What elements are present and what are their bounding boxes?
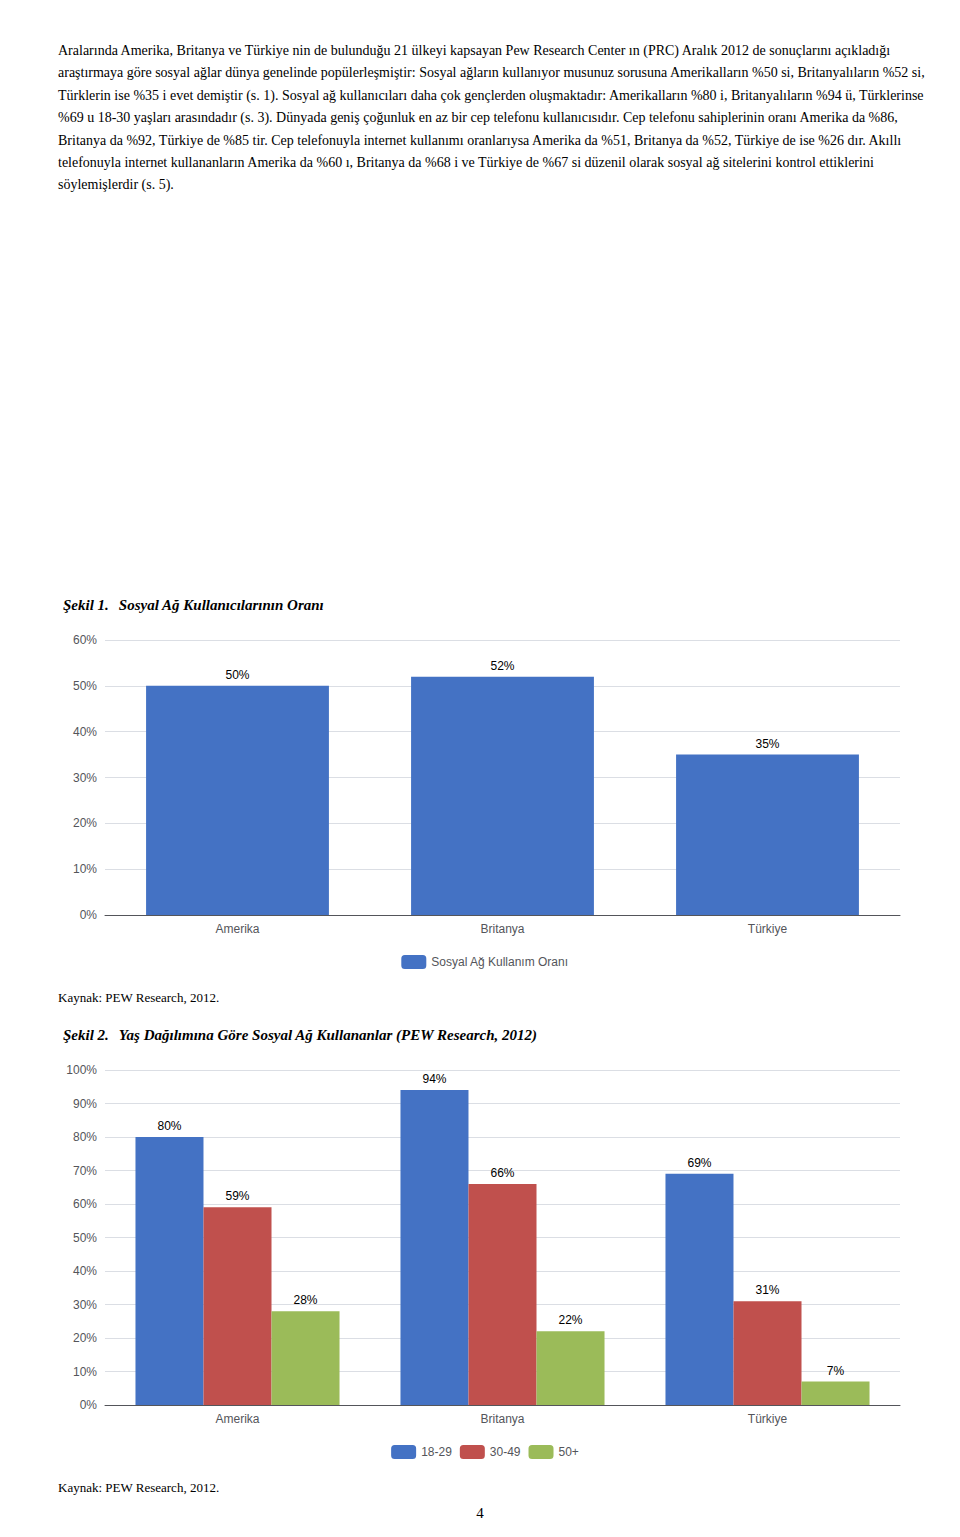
svg-text:60%: 60% [73, 633, 97, 647]
svg-text:Kaynak: PEW Research, 2012.: Kaynak: PEW Research, 2012. [58, 990, 219, 1005]
html-text:4: 4 [476, 1505, 484, 1521]
svg-text:Britanya: Britanya [480, 1412, 524, 1426]
svg-text:28%: 28% [294, 1293, 318, 1307]
svg-text:7%: 7% [827, 1364, 845, 1378]
svg-text:Şekil 1.: Şekil 1. [63, 597, 109, 613]
svg-text:22%: 22% [559, 1313, 583, 1327]
svg-text:66%: 66% [490, 1166, 514, 1180]
svg-text:10%: 10% [73, 1365, 97, 1379]
svg-text:Amerika: Amerika [215, 922, 259, 936]
svg-text:30%: 30% [73, 771, 97, 785]
svg-text:94%: 94% [422, 1072, 446, 1086]
svg-text:10%: 10% [73, 862, 97, 876]
svg-text:Kaynak: PEW Research, 2012.: Kaynak: PEW Research, 2012. [58, 1480, 219, 1495]
html-text:Aralarında Amerika, Britanya v: Aralarında Amerika, Britanya ve Türkiye … [58, 43, 925, 193]
svg-text:30-49: 30-49 [490, 1445, 521, 1459]
svg-text:Sosyal Ağ Kullanım Oranı: Sosyal Ağ Kullanım Oranı [431, 955, 568, 969]
svg-text:60%: 60% [73, 1197, 97, 1211]
svg-text:100%: 100% [66, 1063, 97, 1077]
svg-text:Sosyal Ağ Kullanıcılarının Ora: Sosyal Ağ Kullanıcılarının Oranı [119, 597, 324, 613]
svg-text:50%: 50% [73, 679, 97, 693]
svg-text:20%: 20% [73, 1331, 97, 1345]
svg-text:69%: 69% [687, 1156, 711, 1170]
svg-text:50+: 50+ [559, 1445, 579, 1459]
svg-text:Türkiye: Türkiye [748, 1412, 788, 1426]
svg-text:Britanya: Britanya [480, 922, 524, 936]
svg-text:31%: 31% [755, 1283, 779, 1297]
svg-text:Amerika: Amerika [215, 1412, 259, 1426]
svg-text:59%: 59% [225, 1189, 249, 1203]
svg-text:20%: 20% [73, 816, 97, 830]
svg-text:80%: 80% [73, 1130, 97, 1144]
svg-text:50%: 50% [225, 668, 249, 682]
svg-text:18-29: 18-29 [421, 1445, 452, 1459]
svg-text:70%: 70% [73, 1164, 97, 1178]
svg-text:0%: 0% [80, 1398, 98, 1412]
svg-text:80%: 80% [157, 1119, 181, 1133]
svg-text:52%: 52% [490, 659, 514, 673]
svg-text:Şekil 2.: Şekil 2. [63, 1027, 109, 1043]
svg-text:90%: 90% [73, 1097, 97, 1111]
svg-text:40%: 40% [73, 725, 97, 739]
svg-text:30%: 30% [73, 1298, 97, 1312]
svg-text:Yaş Dağılımına Göre Sosyal Ağ: Yaş Dağılımına Göre Sosyal Ağ Kullananla… [119, 1027, 537, 1044]
svg-text:Türkiye: Türkiye [748, 922, 788, 936]
svg-text:50%: 50% [73, 1231, 97, 1245]
svg-text:40%: 40% [73, 1264, 97, 1278]
svg-text:35%: 35% [755, 737, 779, 751]
svg-text:0%: 0% [80, 908, 98, 922]
